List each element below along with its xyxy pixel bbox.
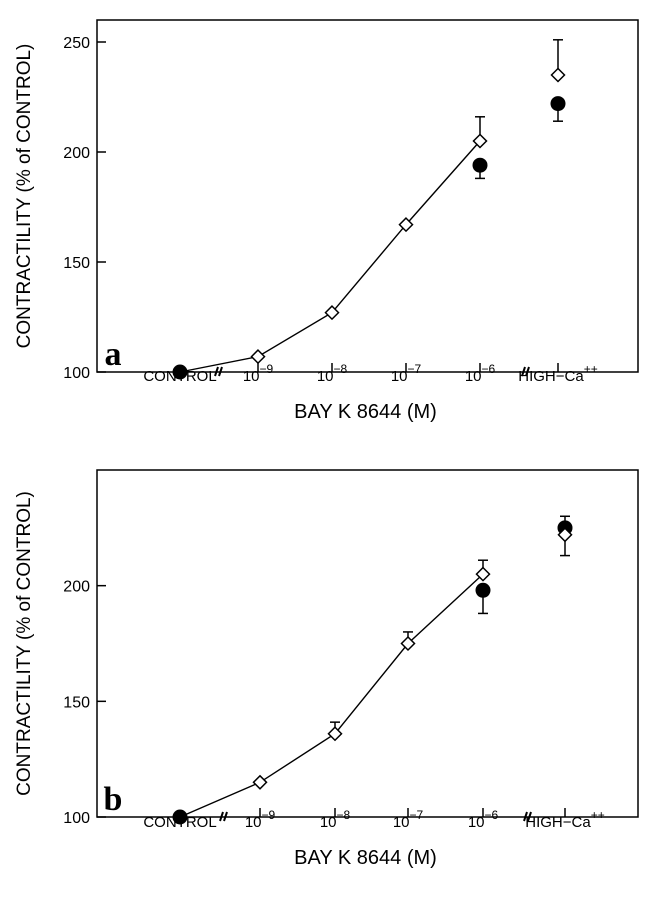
x-tick-label-superscript: −8 [337,808,351,822]
x-tick-label-superscript: −8 [334,362,348,376]
x-tick-label-base: 10 [391,368,408,385]
series-line [179,573,484,818]
x-tick-label-base: 10 [465,368,482,385]
axis-break [525,366,530,377]
x-tick-label-base: 10 [317,368,334,385]
y-tick-label: 100 [63,810,90,827]
x-tick-label: 10−6 [468,808,499,831]
x-tick-label-superscript: −9 [262,808,276,822]
x-tick-label: HIGH−Ca++ [525,808,604,831]
x-tick-label: 10−9 [243,362,274,385]
open-diamond-point [550,67,566,83]
x-tick-label-base: 10 [320,814,337,831]
y-tick-label: 200 [63,579,90,596]
x-axis-title: BAY K 8644 (M) [294,401,437,423]
filled-circle-point [172,364,188,380]
x-tick-label: 10−6 [465,362,496,385]
x-tick-label: 10−9 [245,808,276,831]
x-tick-label: 10−7 [393,808,424,831]
panel-letter: b [104,781,123,818]
open-diamond-point [324,305,340,321]
filled-circle-point [172,809,188,825]
y-tick-label: 200 [63,145,90,162]
open-diamond-point [398,217,414,233]
open-diamond-point [250,349,266,365]
open-diamond-point [557,527,573,543]
y-tick-label: 250 [63,35,90,52]
axis-break [527,811,532,822]
x-tick-label-base: 10 [245,814,262,831]
axis-break [218,366,223,377]
y-tick-label: 100 [63,365,90,382]
chart-panel-b: 100150200CONTROL10−910−810−710−6HIGH−Ca+… [14,469,639,869]
axis-break [523,811,528,822]
series-line [179,140,481,373]
x-tick-label-base: 10 [393,814,410,831]
filled-circle-point [475,582,491,598]
y-axis-title: CONTRACTILITY (% of CONTROL) [14,491,35,796]
filled-circle-point [472,157,488,173]
x-tick-label: 10−7 [391,362,422,385]
open-diamond-point [472,133,488,149]
y-axis-title: CONTRACTILITY (% of CONTROL) [14,44,35,349]
open-diamond-point [252,774,268,790]
x-tick-label-base: 10 [468,814,485,831]
x-tick-label-superscript: ++ [584,362,598,376]
x-tick-label: HIGH−Ca++ [518,362,597,385]
x-tick-label-superscript: ++ [591,808,605,822]
plot-frame [96,469,639,818]
x-tick-label-superscript: −6 [482,362,496,376]
open-diamond-point [400,635,416,652]
x-tick-label-base: 10 [243,368,260,385]
axis-break [214,366,219,377]
x-tick-label-base: HIGH−Ca [525,814,591,831]
y-tick-label: 150 [63,255,90,272]
axis-break [521,366,526,377]
open-diamond-point [327,726,343,742]
open-diamond-point [475,566,491,582]
filled-circle-point [550,96,566,112]
y-tick-label: 150 [63,694,90,711]
x-tick-label-superscript: −6 [485,808,499,822]
x-tick-label: 10−8 [320,808,351,831]
x-tick-label-superscript: −9 [260,362,274,376]
axis-break [219,811,224,822]
chart-panel-a: 100150200250CONTROL10−910−810−710−6HIGH−… [14,19,639,423]
axis-break [223,811,228,822]
x-tick-label-superscript: −7 [410,808,424,822]
x-tick-label-base: HIGH−Ca [518,368,584,385]
x-tick-label-superscript: −7 [408,362,422,376]
x-axis-title: BAY K 8644 (M) [294,847,437,869]
panel-letter: a [105,336,122,373]
x-tick-label: 10−8 [317,362,348,385]
plot-frame [96,19,639,373]
